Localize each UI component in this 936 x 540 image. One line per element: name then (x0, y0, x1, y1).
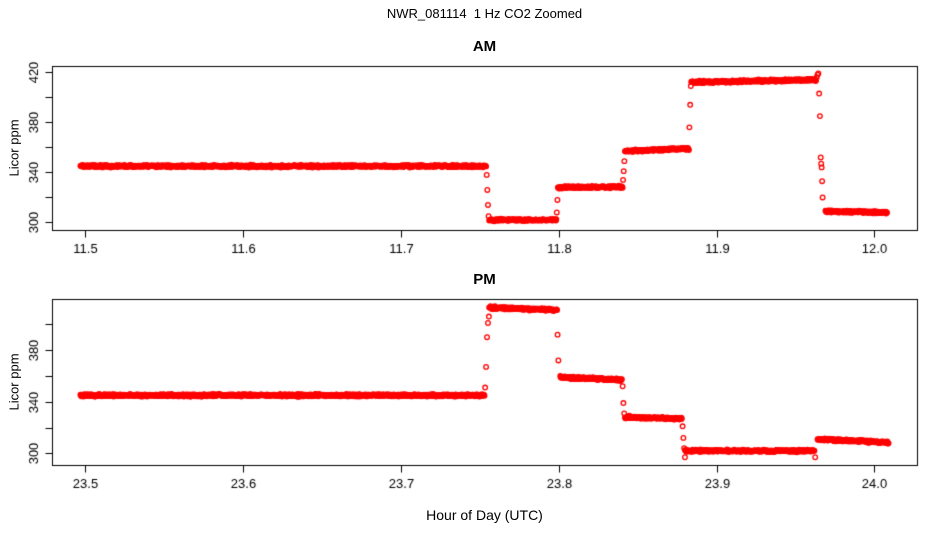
y-axis-label-pm: Licor ppm (6, 353, 22, 411)
y-axis-label-am: Licor ppm (6, 119, 22, 177)
x-axis-label: Hour of Day (UTC) (426, 507, 543, 523)
panel-title-pm: PM (473, 271, 496, 288)
panel-title-am: AM (472, 38, 497, 55)
chart-title: NWR_081114 1 Hz CO2 Zoomed (386, 6, 583, 21)
